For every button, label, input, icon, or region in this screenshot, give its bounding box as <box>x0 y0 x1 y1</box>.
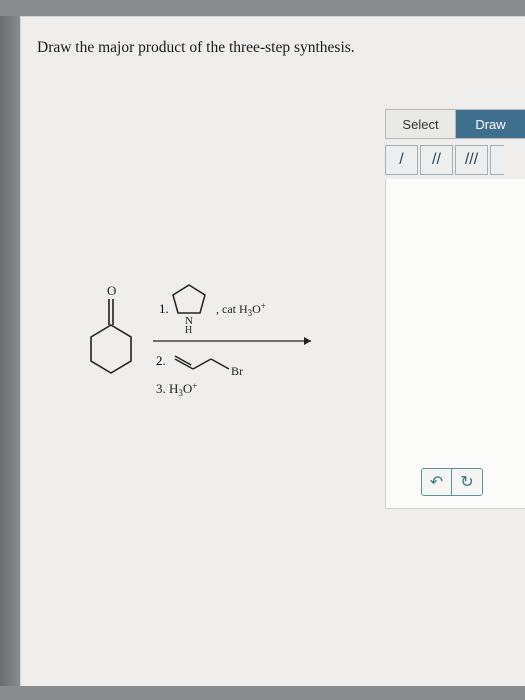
question-prompt: Draw the major product of the three-step… <box>37 39 517 57</box>
svg-text:O: O <box>107 283 116 298</box>
double-bond-tool[interactable]: // <box>420 145 453 175</box>
bond-tool-row: / // /// <box>385 145 525 175</box>
svg-text:H: H <box>185 325 192 336</box>
page-shadow <box>0 16 20 686</box>
undo-button[interactable]: ↶ <box>422 469 452 495</box>
step2-number: 2. <box>156 353 166 368</box>
undo-icon: ↶ <box>430 472 443 492</box>
drawing-canvas[interactable]: ↶ ↻ <box>385 179 525 509</box>
single-bond-tool[interactable]: / <box>385 145 418 175</box>
tab-draw[interactable]: Draw <box>455 109 525 139</box>
step3-text: 3. H3O+ <box>156 381 197 398</box>
tab-select[interactable]: Select <box>385 109 455 139</box>
mode-tabs: Select Draw <box>385 109 525 139</box>
reaction-scheme: O 1. N H , cat H3O+ 2. Br <box>61 247 351 447</box>
redo-button[interactable]: ↻ <box>452 469 482 495</box>
step1-number: 1. <box>159 301 169 316</box>
drawing-toolbar: Select Draw / // /// <box>385 109 525 175</box>
triple-bond-tool[interactable]: /// <box>455 145 488 175</box>
svg-text:, cat H3O+: , cat H3O+ <box>216 301 266 318</box>
undo-redo-group: ↶ ↻ <box>421 468 483 496</box>
worksheet-page: Draw the major product of the three-step… <box>20 16 525 686</box>
step2-br: Br <box>231 364 243 378</box>
tool-overflow[interactable] <box>490 145 504 175</box>
redo-icon: ↻ <box>460 472 473 492</box>
